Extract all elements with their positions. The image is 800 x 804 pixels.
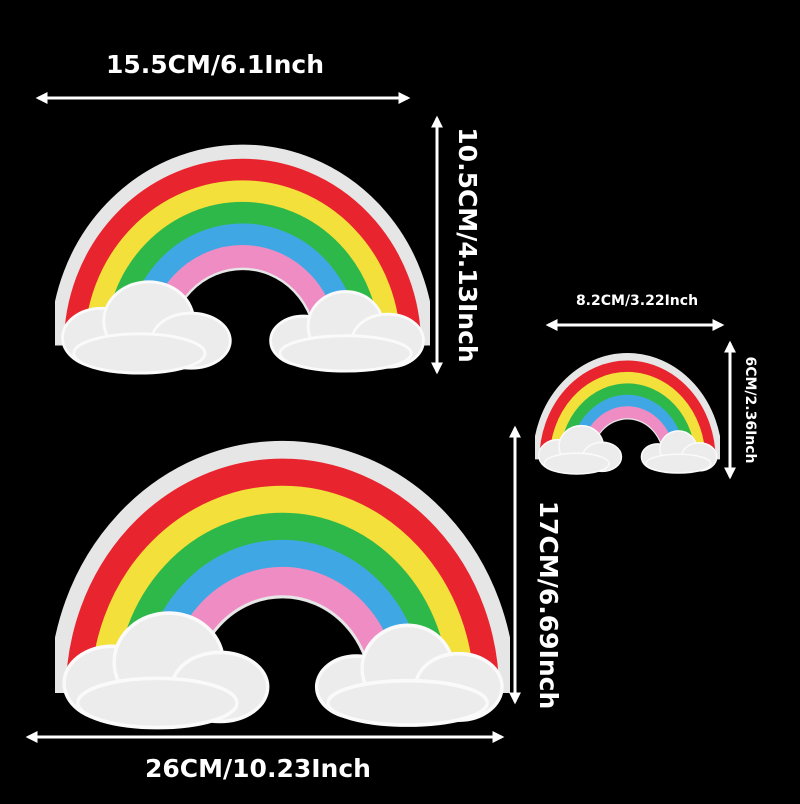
- height-label: 10.5CM/4.13Inch: [453, 127, 482, 362]
- rainbow-patch: [63, 170, 424, 373]
- width-label: 8.2CM/3.22Inch: [576, 293, 698, 309]
- height-label: 17CM/6.69Inch: [534, 501, 563, 710]
- width-label: 15.5CM/6.1Inch: [106, 50, 324, 79]
- rainbow-patch: [539, 366, 717, 473]
- height-label: 6CM/2.36Inch: [742, 356, 758, 463]
- width-label: 26CM/10.23Inch: [145, 754, 371, 783]
- rainbow-patch: [64, 473, 502, 728]
